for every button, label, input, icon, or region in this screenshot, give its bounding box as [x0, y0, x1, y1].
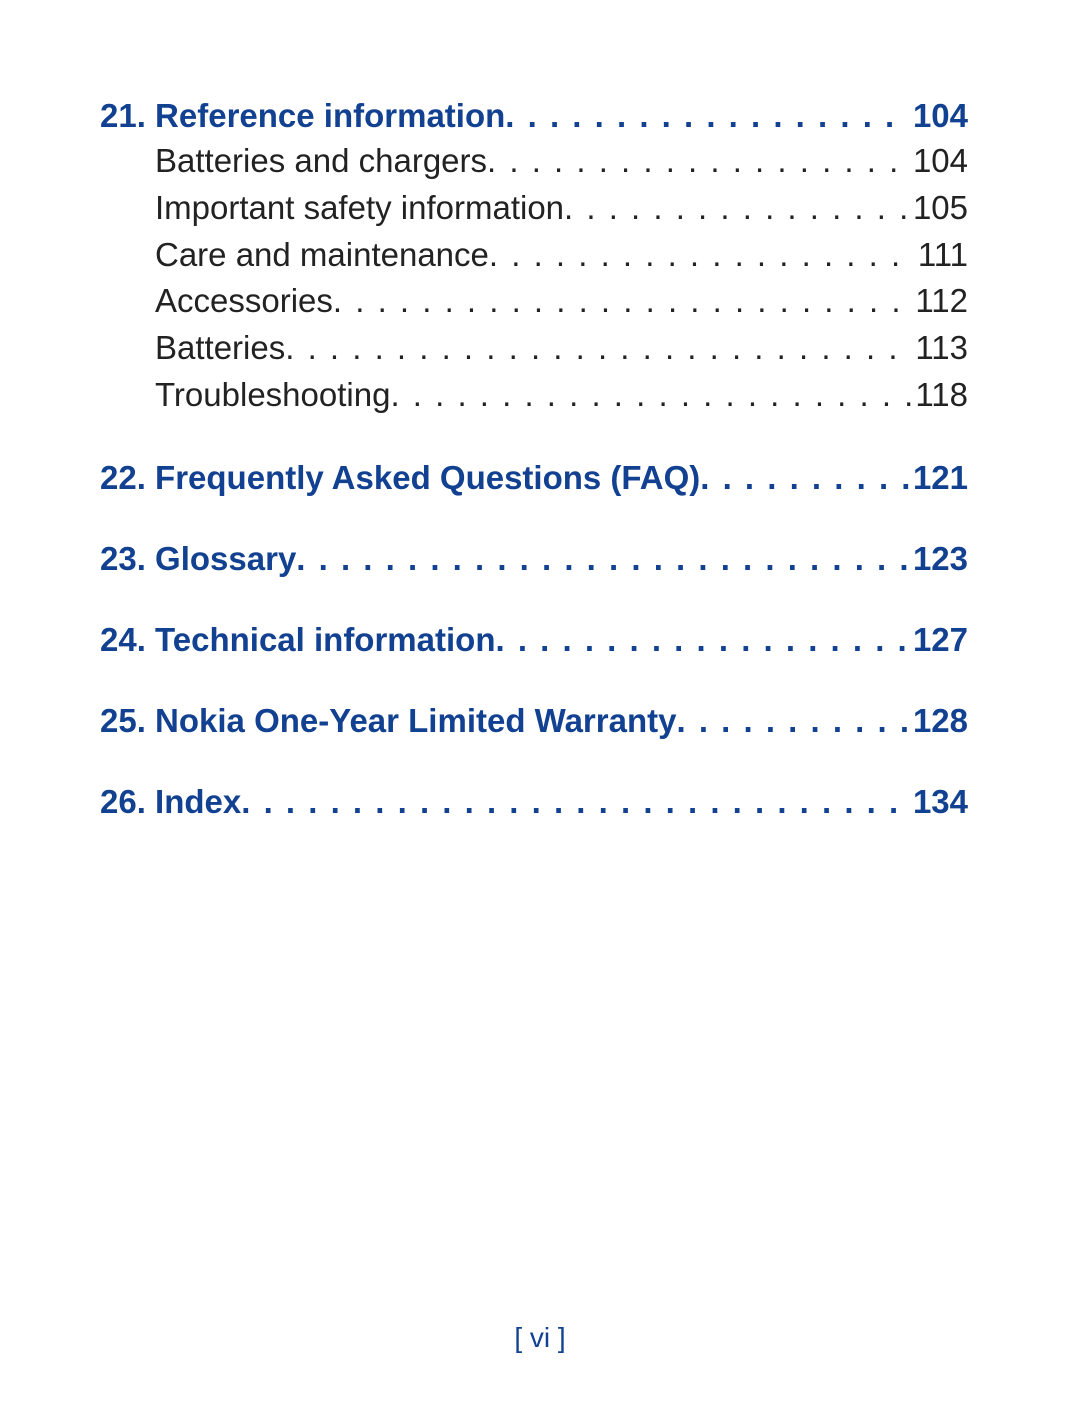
toc-subentry: Care and maintenance 111	[100, 232, 968, 279]
toc-entry-label: 21. Reference information	[100, 95, 505, 138]
toc-leader-dots	[495, 619, 908, 662]
toc-chapter: 25. Nokia One-Year Limited Warranty 128	[100, 700, 968, 743]
toc-entry-label: 23. Glossary	[100, 538, 296, 581]
toc-entry-page: 104	[909, 138, 968, 185]
toc-entry-title: Index	[155, 783, 241, 820]
toc-leader-dots	[505, 95, 909, 138]
toc-entry-title: Reference information	[155, 97, 505, 134]
toc-entry-page: 104	[909, 95, 968, 138]
toc-entry-label: Care and maintenance	[155, 232, 489, 279]
toc-leader-dots	[241, 781, 909, 824]
toc-entry-title: Accessories	[155, 282, 333, 319]
toc-leader-dots	[564, 185, 909, 232]
toc-entry-label: 26. Index	[100, 781, 241, 824]
toc-leader-dots	[489, 232, 914, 279]
toc-entry-number: 24.	[100, 621, 155, 658]
toc-entry-title: Technical information	[155, 621, 495, 658]
toc-entry-label: 22. Frequently Asked Questions (FAQ)	[100, 457, 700, 500]
toc-leader-dots	[700, 457, 909, 500]
toc-entry-page: 123	[909, 538, 968, 581]
toc-entry-title: Nokia One-Year Limited Warranty	[155, 702, 676, 739]
toc-chapter: 26. Index 134	[100, 781, 968, 824]
toc-entry-page: 112	[911, 278, 968, 325]
toc-entry-page: 111	[914, 232, 968, 279]
toc-subentry: Batteries 113	[100, 325, 968, 372]
toc-entry-label: Batteries	[155, 325, 285, 372]
toc-entry-title: Troubleshooting	[155, 376, 390, 413]
toc-entry-title: Batteries and chargers	[155, 142, 487, 179]
toc-entry-page: 121	[909, 457, 968, 500]
toc-leader-dots	[487, 138, 909, 185]
toc-entry-page: 118	[911, 372, 968, 419]
toc-entry-page: 113	[911, 325, 968, 372]
toc-entry-label: Accessories	[155, 278, 333, 325]
toc-leader-dots	[296, 538, 909, 581]
toc-entry-label: Important safety information	[155, 185, 564, 232]
toc-entry-label: 24. Technical information	[100, 619, 495, 662]
toc-entry-label: Troubleshooting	[155, 372, 390, 419]
toc-entry-title: Frequently Asked Questions (FAQ)	[155, 459, 700, 496]
toc-entry-number: 22.	[100, 459, 155, 496]
toc-list: 21. Reference information104Batteries an…	[100, 95, 968, 824]
toc-page: 21. Reference information104Batteries an…	[0, 0, 1080, 1412]
toc-chapter: 23. Glossary 123	[100, 538, 968, 581]
toc-entry-page: 105	[909, 185, 968, 232]
toc-leader-dots	[390, 372, 911, 419]
toc-entry-number: 26.	[100, 783, 155, 820]
toc-chapter: 22. Frequently Asked Questions (FAQ) 121	[100, 457, 968, 500]
toc-entry-title: Important safety information	[155, 189, 564, 226]
toc-leader-dots	[285, 325, 911, 372]
toc-subentry: Batteries and chargers 104	[100, 138, 968, 185]
toc-entry-label: 25. Nokia One-Year Limited Warranty	[100, 700, 676, 743]
toc-subentry: Troubleshooting 118	[100, 372, 968, 419]
toc-entry-title: Care and maintenance	[155, 236, 489, 273]
toc-leader-dots	[676, 700, 908, 743]
toc-entry-number: 23.	[100, 540, 155, 577]
toc-entry-page: 134	[909, 781, 968, 824]
page-footer: [ vi ]	[0, 1322, 1080, 1354]
toc-subentry: Accessories 112	[100, 278, 968, 325]
toc-entry-page: 127	[909, 619, 968, 662]
toc-leader-dots	[333, 278, 911, 325]
toc-subentry: Important safety information 105	[100, 185, 968, 232]
toc-entry-number: 21.	[100, 97, 155, 134]
toc-entry-page: 128	[909, 700, 968, 743]
toc-entry-number: 25.	[100, 702, 155, 739]
toc-entry-title: Batteries	[155, 329, 285, 366]
toc-entry-title: Glossary	[155, 540, 296, 577]
toc-chapter: 24. Technical information 127	[100, 619, 968, 662]
toc-entry-label: Batteries and chargers	[155, 138, 487, 185]
toc-chapter: 21. Reference information 104	[100, 95, 968, 138]
